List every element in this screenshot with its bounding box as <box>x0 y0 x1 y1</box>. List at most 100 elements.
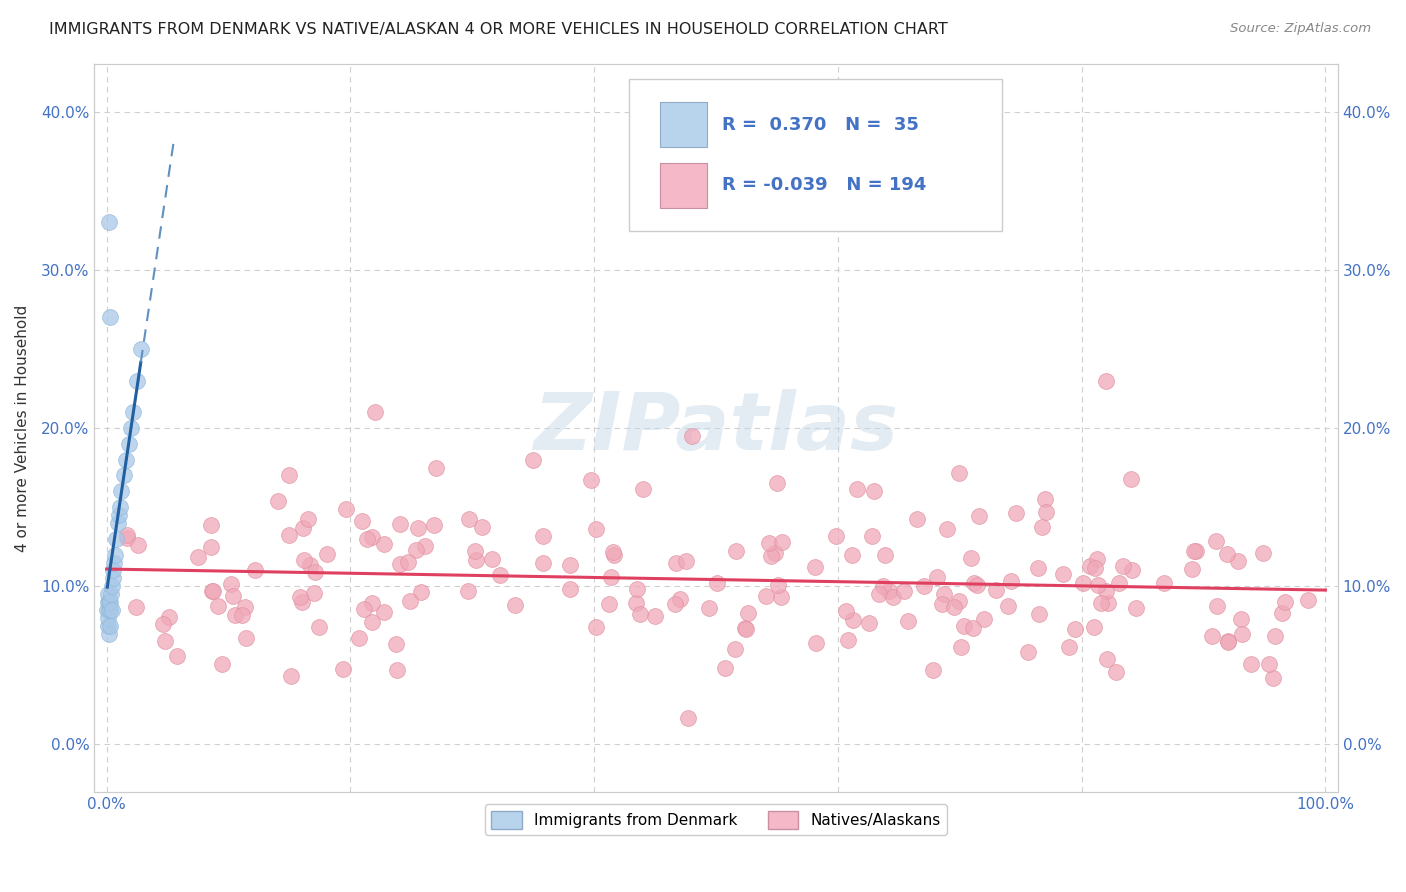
Point <box>1226 554 1249 568</box>
Point <box>112 468 135 483</box>
Point <box>1264 629 1286 643</box>
Point <box>1125 601 1147 615</box>
Point <box>409 585 432 599</box>
Point <box>297 512 319 526</box>
Point <box>1031 520 1053 534</box>
Point <box>364 405 387 419</box>
Point <box>1261 671 1284 685</box>
Text: ZIPatlas: ZIPatlas <box>533 389 898 467</box>
Point <box>962 621 984 635</box>
Point <box>503 598 526 612</box>
Point <box>278 468 301 483</box>
Point <box>200 518 222 533</box>
Point <box>1206 599 1229 613</box>
Point <box>103 556 125 570</box>
Point <box>101 571 124 585</box>
Y-axis label: 4 or more Vehicles in Household: 4 or more Vehicles in Household <box>15 304 30 551</box>
Point <box>948 466 970 480</box>
Point <box>973 612 995 626</box>
Point <box>1026 561 1049 575</box>
Point <box>1000 574 1022 588</box>
Point <box>1028 607 1050 621</box>
Point <box>96 603 118 617</box>
Point <box>98 310 121 325</box>
Point <box>1090 597 1112 611</box>
Point <box>531 556 554 570</box>
Point <box>153 633 176 648</box>
Point <box>98 595 121 609</box>
Point <box>97 619 120 633</box>
Point <box>352 514 374 528</box>
Point <box>98 626 121 640</box>
Text: Source: ZipAtlas.com: Source: ZipAtlas.com <box>1230 22 1371 36</box>
Point <box>734 621 756 635</box>
Legend: Immigrants from Denmark, Natives/Alaskans: Immigrants from Denmark, Natives/Alaskan… <box>485 805 948 835</box>
Point <box>1112 558 1135 573</box>
Point <box>308 619 330 633</box>
Point <box>868 587 890 601</box>
Point <box>579 473 602 487</box>
Point <box>585 620 607 634</box>
Point <box>681 429 703 443</box>
Point <box>1033 492 1056 507</box>
Point <box>152 616 174 631</box>
Point <box>100 587 122 601</box>
Point <box>644 608 666 623</box>
Point <box>1258 657 1281 672</box>
Point <box>221 589 243 603</box>
Point <box>761 549 783 564</box>
Point <box>598 597 620 611</box>
Point <box>315 547 337 561</box>
Point <box>905 512 928 526</box>
Point <box>724 642 747 657</box>
Point <box>675 554 697 568</box>
Point <box>211 657 233 671</box>
Point <box>602 545 624 559</box>
Point <box>235 631 257 645</box>
Point <box>758 536 780 550</box>
Point <box>115 532 138 546</box>
Point <box>202 584 225 599</box>
Point <box>120 421 142 435</box>
Point <box>399 593 422 607</box>
Point <box>768 578 790 592</box>
Point <box>360 530 382 544</box>
Point <box>877 584 900 599</box>
Point <box>950 640 973 655</box>
Point <box>98 215 121 229</box>
Point <box>1078 558 1101 573</box>
Point <box>1119 472 1142 486</box>
Point <box>925 570 948 584</box>
Point <box>922 663 945 677</box>
Point <box>1182 544 1205 558</box>
Point <box>98 603 121 617</box>
Point <box>124 599 146 614</box>
Point <box>157 610 180 624</box>
Point <box>1052 566 1074 581</box>
Point <box>1153 576 1175 591</box>
Point <box>626 582 648 597</box>
Point <box>1185 544 1208 558</box>
Point <box>963 576 986 591</box>
Point <box>804 560 827 574</box>
Point <box>882 590 904 604</box>
Point <box>107 516 129 530</box>
Point <box>872 579 894 593</box>
Point <box>770 534 793 549</box>
Point <box>396 555 419 569</box>
Point <box>897 614 920 628</box>
Point <box>893 583 915 598</box>
Point <box>464 544 486 558</box>
Point <box>1108 576 1130 591</box>
Bar <box>659 163 707 208</box>
Point <box>1205 533 1227 548</box>
Point <box>298 558 321 572</box>
Point <box>97 587 120 601</box>
Point <box>385 663 408 677</box>
Point <box>706 576 728 591</box>
Point <box>129 342 152 356</box>
Point <box>697 600 720 615</box>
Point <box>1087 578 1109 592</box>
Point <box>624 596 647 610</box>
Point <box>676 711 699 725</box>
